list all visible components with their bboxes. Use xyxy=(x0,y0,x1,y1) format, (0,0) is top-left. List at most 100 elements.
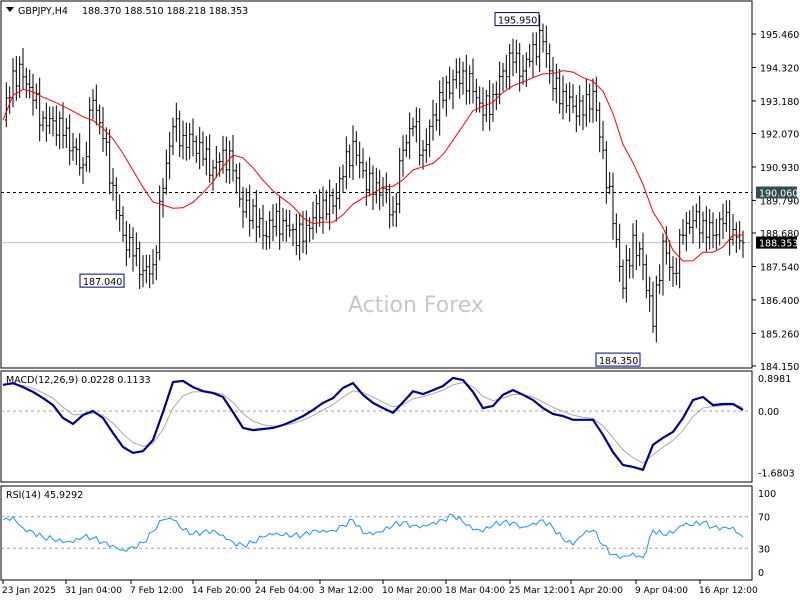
ohlc-bar xyxy=(114,177,118,220)
ohlc-bar xyxy=(584,78,588,127)
ohlc-bar xyxy=(338,166,342,210)
chart-ohlc: 188.370 188.510 188.218 188.353 xyxy=(82,6,248,17)
ohlc-bar xyxy=(578,85,582,126)
ohlc-bar xyxy=(631,223,635,279)
ohlc-bar xyxy=(614,213,618,248)
x-tick-label: 16 Apr 12:00 xyxy=(699,586,758,596)
ohlc-bar xyxy=(108,129,112,195)
ohlc-bar xyxy=(708,209,712,250)
ohlc-bar xyxy=(188,123,192,160)
ohlc-bar xyxy=(741,230,745,258)
ohlc-bar xyxy=(264,220,268,250)
ohlc-bar xyxy=(468,65,472,105)
ohlc-bar xyxy=(508,43,512,90)
ohlc-bar xyxy=(551,57,555,101)
y-tick-label: 193.180 xyxy=(760,97,799,108)
ohlc-bar xyxy=(628,248,632,279)
ohlc-bar xyxy=(238,162,242,208)
ohlc-bar xyxy=(568,82,572,122)
ohlc-bar xyxy=(511,38,515,77)
ohlc-bar xyxy=(138,241,142,290)
ohlc-bar xyxy=(131,227,135,272)
ohlc-bar xyxy=(698,195,702,249)
x-tick-label: 3 Mar 12:00 xyxy=(319,586,374,596)
ohlc-bar xyxy=(54,105,58,146)
ohlc-bar xyxy=(38,77,42,142)
y-tick-label: 185.260 xyxy=(760,329,799,340)
ohlc-bar xyxy=(44,102,48,142)
ohlc-bar xyxy=(428,119,432,158)
annotation-label: 187.040 xyxy=(83,277,122,288)
annotation-label: 184.350 xyxy=(599,356,638,367)
ohlc-bar xyxy=(608,171,612,195)
level-price-label: 190.060 xyxy=(759,188,798,199)
x-tick-label: 10 Mar 20:00 xyxy=(382,586,442,596)
ohlc-bar xyxy=(664,226,668,265)
ohlc-bar xyxy=(124,220,128,267)
ohlc-bar xyxy=(441,77,445,109)
x-tick-label: 25 Mar 12:00 xyxy=(509,586,569,596)
ohlc-bar xyxy=(641,232,645,281)
ohlc-bar xyxy=(101,106,105,152)
ohlc-bar xyxy=(618,223,622,283)
ohlc-bar xyxy=(98,104,102,135)
ohlc-bar xyxy=(691,205,695,244)
ohlc-bar xyxy=(278,196,282,250)
ohlc-bar xyxy=(394,192,398,227)
ohlc-bar xyxy=(261,204,265,250)
ohlc-bar xyxy=(58,111,62,150)
ohlc-bar xyxy=(368,157,372,197)
x-tick-label: 23 Jan 2025 xyxy=(2,586,56,596)
ohlc-bar xyxy=(118,194,122,232)
ohlc-bar xyxy=(448,66,452,100)
ohlc-bar xyxy=(141,255,145,288)
ohlc-bar xyxy=(464,54,468,105)
ohlc-bar xyxy=(251,198,255,230)
ohlc-bar xyxy=(374,167,378,204)
rsi-panel[interactable]: RSI(14) 45.9292 xyxy=(0,485,753,581)
x-tick-label: 14 Feb 20:00 xyxy=(192,586,251,596)
y-tick-label: 187.540 xyxy=(760,262,799,273)
ohlc-bar xyxy=(4,82,8,128)
ohlc-bar xyxy=(168,131,172,180)
ohlc-bar xyxy=(81,156,85,184)
ohlc-bar xyxy=(291,223,295,246)
ohlc-bar xyxy=(254,189,258,243)
ohlc-bar xyxy=(528,43,532,68)
ohlc-bar xyxy=(538,15,542,73)
ohlc-bar xyxy=(224,136,228,183)
ohlc-bar xyxy=(411,117,415,137)
ohlc-bar xyxy=(714,218,718,250)
macd-panel[interactable]: MACD(12,26,9) 0.0228 0.1133 xyxy=(0,370,753,483)
ohlc-bar xyxy=(678,228,682,289)
ohlc-bar xyxy=(334,183,338,222)
y-tick-label: 195.460 xyxy=(760,30,799,41)
ohlc-bar xyxy=(244,188,248,218)
main-price-panel[interactable]: Action Forex 195.950 187.040 184.350 GBPJP… xyxy=(0,0,753,369)
ohlc-bar xyxy=(724,200,728,232)
ohlc-bar xyxy=(208,134,212,183)
ohlc-bar xyxy=(398,147,402,214)
ohlc-bar xyxy=(654,275,658,343)
ohlc-bar xyxy=(431,99,435,141)
rsi-tick-label: 70 xyxy=(758,513,770,524)
ohlc-bar xyxy=(458,57,462,99)
ohlc-bar xyxy=(554,63,558,104)
ohlc-bar xyxy=(288,209,292,238)
ohlc-bar xyxy=(271,204,275,242)
ohlc-bar xyxy=(51,106,55,137)
price-annotation: 184.350 xyxy=(595,352,641,367)
ohlc-bar xyxy=(218,152,222,177)
macd-title: MACD(12,26,9) 0.0228 0.1133 xyxy=(6,375,151,386)
ohlc-bar xyxy=(401,135,405,177)
ohlc-bar xyxy=(234,163,238,194)
ohlc-bar xyxy=(481,87,485,131)
triangle-down-icon[interactable] xyxy=(6,7,14,12)
ohlc-bar xyxy=(484,89,488,123)
ohlc-bar xyxy=(478,86,482,113)
ohlc-bar xyxy=(161,178,165,218)
ohlc-bar xyxy=(688,210,692,235)
ohlc-bar xyxy=(474,78,478,113)
ohlc-bar xyxy=(194,135,198,163)
